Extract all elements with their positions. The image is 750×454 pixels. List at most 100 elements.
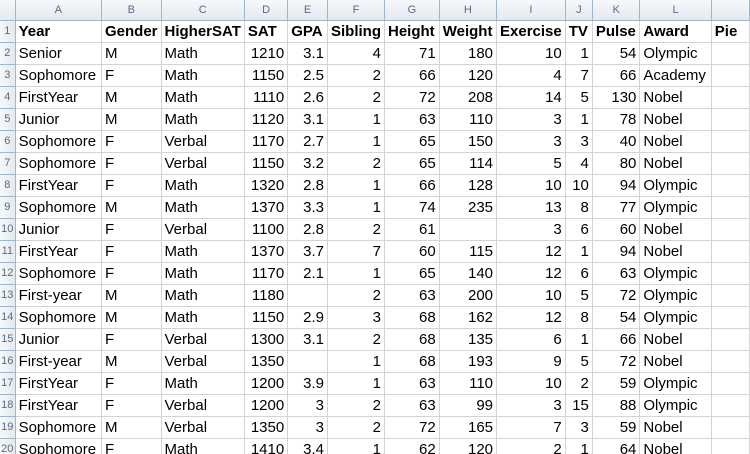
cell[interactable]: Math [161,86,245,109]
cell[interactable]: 2.8 [287,218,328,241]
cell[interactable]: Sophomore [15,64,102,87]
cell[interactable] [711,196,750,219]
cell[interactable] [711,438,750,454]
cell[interactable]: M [101,108,162,131]
row-header[interactable]: 1 [0,20,16,43]
cell[interactable]: 1 [327,174,385,197]
header-cell[interactable]: Sibling [327,20,385,43]
cell[interactable]: FirstYear [15,372,102,395]
header-cell[interactable]: GPA [287,20,328,43]
cell[interactable]: 162 [439,306,498,329]
cell[interactable]: 65 [384,130,440,153]
cell[interactable]: Math [161,108,245,131]
cell[interactable]: F [101,152,162,175]
cell[interactable]: Verbal [161,394,245,417]
cell[interactable] [711,42,750,65]
cell[interactable]: 1 [327,108,385,131]
header-cell[interactable]: SAT [244,20,289,43]
cell[interactable]: Math [161,196,245,219]
cell[interactable]: 7 [496,416,566,439]
cell[interactable]: 63 [592,262,641,285]
cell[interactable]: Nobel [639,438,712,454]
cell[interactable]: F [101,262,162,285]
cell[interactable]: 1410 [244,438,289,454]
cell[interactable]: Nobel [639,416,712,439]
cell[interactable]: F [101,394,162,417]
cell[interactable]: 1100 [244,218,289,241]
row-header[interactable]: 6 [0,130,16,153]
cell[interactable]: 63 [384,284,440,307]
cell[interactable]: Sophomore [15,306,102,329]
cell[interactable]: F [101,240,162,263]
row-header[interactable]: 3 [0,64,16,87]
cell[interactable]: 12 [496,262,566,285]
column-header-k[interactable]: K [592,0,641,21]
cell[interactable]: Math [161,262,245,285]
cell[interactable]: 3.4 [287,438,328,454]
cell[interactable]: 3 [496,218,566,241]
cell[interactable]: 10 [496,42,566,65]
cell[interactable] [711,174,750,197]
cell[interactable]: 140 [439,262,498,285]
cell[interactable] [711,108,750,131]
cell[interactable]: 128 [439,174,498,197]
cell[interactable]: M [101,416,162,439]
cell[interactable]: Olympic [639,284,712,307]
cell[interactable]: 72 [384,416,440,439]
cell[interactable]: 2.1 [287,262,328,285]
cell[interactable]: M [101,42,162,65]
cell[interactable]: 2 [496,438,566,454]
cell[interactable]: 71 [384,42,440,65]
cell[interactable] [711,284,750,307]
cell[interactable]: 72 [592,350,641,373]
row-header[interactable]: 16 [0,350,16,373]
cell[interactable]: 150 [439,130,498,153]
cell[interactable]: 110 [439,108,498,131]
cell[interactable]: 13 [496,196,566,219]
cell[interactable]: 130 [592,86,641,109]
cell[interactable]: Sophomore [15,438,102,454]
cell[interactable]: Verbal [161,328,245,351]
cell[interactable]: 10 [496,284,566,307]
cell[interactable] [711,394,750,417]
cell[interactable]: 1 [327,438,385,454]
cell[interactable]: 68 [384,306,440,329]
select-all-corner[interactable] [0,0,16,21]
row-header[interactable]: 5 [0,108,16,131]
cell[interactable]: 3.1 [287,108,328,131]
cell[interactable]: M [101,196,162,219]
cell[interactable]: 10 [496,372,566,395]
cell[interactable]: 120 [439,438,498,454]
cell[interactable]: 99 [439,394,498,417]
cell[interactable]: 180 [439,42,498,65]
cell[interactable]: 3 [287,394,328,417]
cell[interactable]: 5 [565,350,593,373]
cell[interactable]: 65 [384,152,440,175]
cell[interactable]: 2 [327,218,385,241]
cell[interactable]: 3 [496,108,566,131]
cell[interactable]: 74 [384,196,440,219]
cell[interactable]: 3 [496,394,566,417]
cell[interactable]: M [101,284,162,307]
cell[interactable] [711,306,750,329]
cell[interactable]: Nobel [639,218,712,241]
cell[interactable]: Junior [15,328,102,351]
cell[interactable]: 2 [327,64,385,87]
cell[interactable]: 1 [327,372,385,395]
cell[interactable]: 1150 [244,64,289,87]
row-header[interactable]: 18 [0,394,16,417]
cell[interactable]: 1 [565,438,593,454]
row-header[interactable]: 2 [0,42,16,65]
row-header[interactable]: 11 [0,240,16,263]
cell[interactable]: 6 [565,218,593,241]
cell[interactable]: 110 [439,372,498,395]
header-cell[interactable]: Exercise [496,20,566,43]
row-header[interactable]: 14 [0,306,16,329]
row-header[interactable]: 9 [0,196,16,219]
header-cell[interactable]: Pulse [592,20,641,43]
cell[interactable]: Verbal [161,130,245,153]
cell[interactable]: 120 [439,64,498,87]
cell[interactable]: 2 [565,372,593,395]
cell[interactable]: Olympic [639,174,712,197]
row-header[interactable]: 12 [0,262,16,285]
